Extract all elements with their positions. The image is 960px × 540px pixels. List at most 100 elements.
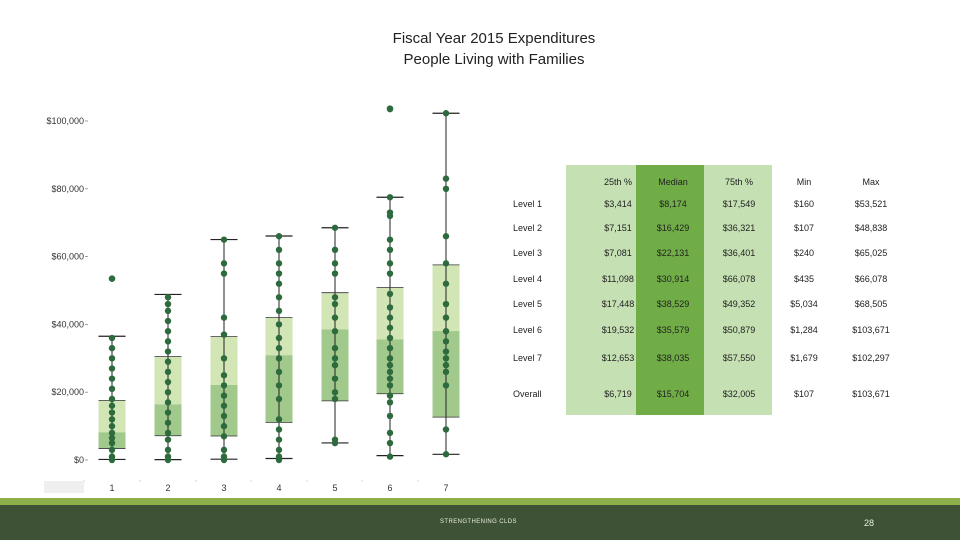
table-cell: $1,284 xyxy=(790,325,818,335)
data-point-1 xyxy=(108,409,116,416)
data-point-1 xyxy=(108,385,116,393)
data-point-4 xyxy=(275,436,283,443)
table-cell: $8,174 xyxy=(659,199,687,209)
data-point-7 xyxy=(442,233,450,240)
data-point-2 xyxy=(164,338,172,345)
data-point-4 xyxy=(275,453,283,460)
data-point-6 xyxy=(386,439,394,447)
data-point-6 xyxy=(386,399,394,406)
data-point-1 xyxy=(108,375,116,382)
data-point-1 xyxy=(108,422,116,430)
x-tick-label: 4 xyxy=(276,483,281,493)
footer-bar xyxy=(0,505,960,540)
data-point-6 xyxy=(386,382,394,389)
data-point-4 xyxy=(275,280,283,287)
data-point-6 xyxy=(386,334,394,342)
data-point-6 xyxy=(386,314,394,321)
data-point-1 xyxy=(108,429,116,437)
data-point-3 xyxy=(220,446,228,454)
x-tick-label: 5 xyxy=(332,483,337,493)
data-point-4 xyxy=(275,334,283,342)
data-point-1 xyxy=(108,416,116,423)
footer-accent-bar xyxy=(0,498,960,505)
table-cell: $36,401 xyxy=(722,248,756,258)
data-point-7 xyxy=(442,355,450,362)
y-tick-label: $100,000 xyxy=(46,116,84,126)
col-band-75th xyxy=(704,165,772,415)
data-point-1 xyxy=(108,446,116,454)
data-point-2 xyxy=(164,419,172,426)
table-cell: $48,838 xyxy=(854,223,888,233)
table-row-label: Level 3 xyxy=(513,248,543,258)
axis-tab-decoration xyxy=(44,481,84,493)
x-tick-label: 6 xyxy=(387,483,392,493)
chart-title-line2: People Living with Families xyxy=(403,51,585,68)
chart-title: Fiscal Year 2015 Expenditures People Liv… xyxy=(0,28,960,70)
x-tick-label: 7 xyxy=(443,483,448,493)
data-point-7 xyxy=(442,314,450,321)
data-point-3 xyxy=(220,382,228,389)
data-point-7 xyxy=(442,175,450,182)
data-point-5 xyxy=(331,314,339,321)
table-header: 25th % xyxy=(603,177,633,187)
data-point-4 xyxy=(275,233,283,240)
table-cell: $38,529 xyxy=(656,299,690,309)
data-point-4 xyxy=(275,382,283,389)
table-cell: $16,429 xyxy=(656,223,690,233)
data-point-3 xyxy=(220,392,228,399)
data-point-6 xyxy=(386,344,394,352)
table-cell: $35,579 xyxy=(656,325,690,335)
data-point-2 xyxy=(164,446,172,454)
table-cell: $102,297 xyxy=(852,353,890,363)
data-point-2 xyxy=(164,300,172,308)
data-point-4 xyxy=(275,321,283,328)
data-point-6 xyxy=(386,429,394,437)
data-point-6 xyxy=(386,304,394,311)
table-row-label: Overall xyxy=(513,389,542,399)
data-point-3 xyxy=(220,270,228,277)
data-point-4 xyxy=(275,270,283,277)
outlier-point-1 xyxy=(108,275,116,282)
data-point-6 xyxy=(386,290,394,298)
y-tick-label: $20,000 xyxy=(51,387,84,397)
table-cell: $7,151 xyxy=(604,223,632,233)
col-band-median xyxy=(636,165,704,415)
data-point-1 xyxy=(108,344,116,352)
data-point-6 xyxy=(386,194,394,201)
table-cell: $32,005 xyxy=(722,389,756,399)
data-point-5 xyxy=(331,436,339,443)
data-point-2 xyxy=(164,294,172,301)
table-cell: $12,653 xyxy=(601,353,635,363)
table-cell: $5,034 xyxy=(790,299,818,309)
data-point-6 xyxy=(386,270,394,277)
data-point-2 xyxy=(164,327,172,335)
x-tick-label: 1 xyxy=(109,483,114,493)
data-point-7 xyxy=(442,260,450,267)
data-point-4 xyxy=(275,246,283,254)
table-cell: $49,352 xyxy=(722,299,756,309)
data-point-5 xyxy=(331,327,339,335)
data-point-4 xyxy=(275,368,283,376)
table-cell: $22,131 xyxy=(656,248,690,258)
table-cell: $57,550 xyxy=(722,353,756,363)
data-point-3 xyxy=(220,372,228,379)
col-band-25th xyxy=(566,165,636,415)
table-row-label: Level 2 xyxy=(513,223,543,233)
data-point-6 xyxy=(386,453,394,460)
data-point-6 xyxy=(386,355,394,362)
table-row-label: Level 1 xyxy=(513,199,543,209)
data-point-4 xyxy=(275,355,283,362)
table-cell: $1,679 xyxy=(790,353,818,363)
data-point-3 xyxy=(220,433,228,440)
data-point-2 xyxy=(164,453,172,460)
data-point-7 xyxy=(442,327,450,335)
table-row-label: Level 7 xyxy=(513,353,543,363)
table-cell: $17,549 xyxy=(722,199,756,209)
data-point-5 xyxy=(331,361,339,369)
data-point-1 xyxy=(108,453,116,460)
outlier-point-6 xyxy=(386,105,394,112)
data-point-2 xyxy=(164,378,172,386)
data-point-6 xyxy=(386,361,394,369)
data-point-7 xyxy=(442,185,450,192)
x-tick-label: 3 xyxy=(221,483,226,493)
